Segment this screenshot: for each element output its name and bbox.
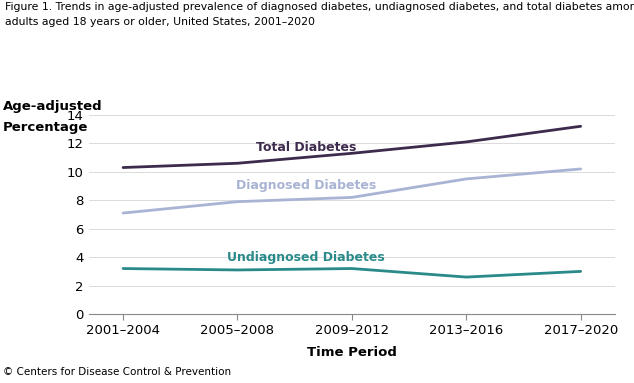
Text: Figure 1. Trends in age-adjusted prevalence of diagnosed diabetes, undiagnosed d: Figure 1. Trends in age-adjusted prevale… xyxy=(5,2,634,12)
Text: © Centers for Disease Control & Prevention: © Centers for Disease Control & Preventi… xyxy=(3,367,231,378)
X-axis label: Time Period: Time Period xyxy=(307,346,397,359)
Text: Undiagnosed Diabetes: Undiagnosed Diabetes xyxy=(227,251,385,264)
Text: Percentage: Percentage xyxy=(3,121,89,134)
Text: Age-adjusted: Age-adjusted xyxy=(3,100,103,113)
Text: Diagnosed Diabetes: Diagnosed Diabetes xyxy=(236,179,376,192)
Text: Total Diabetes: Total Diabetes xyxy=(256,141,356,154)
Text: adults aged 18 years or older, United States, 2001–2020: adults aged 18 years or older, United St… xyxy=(5,17,315,27)
